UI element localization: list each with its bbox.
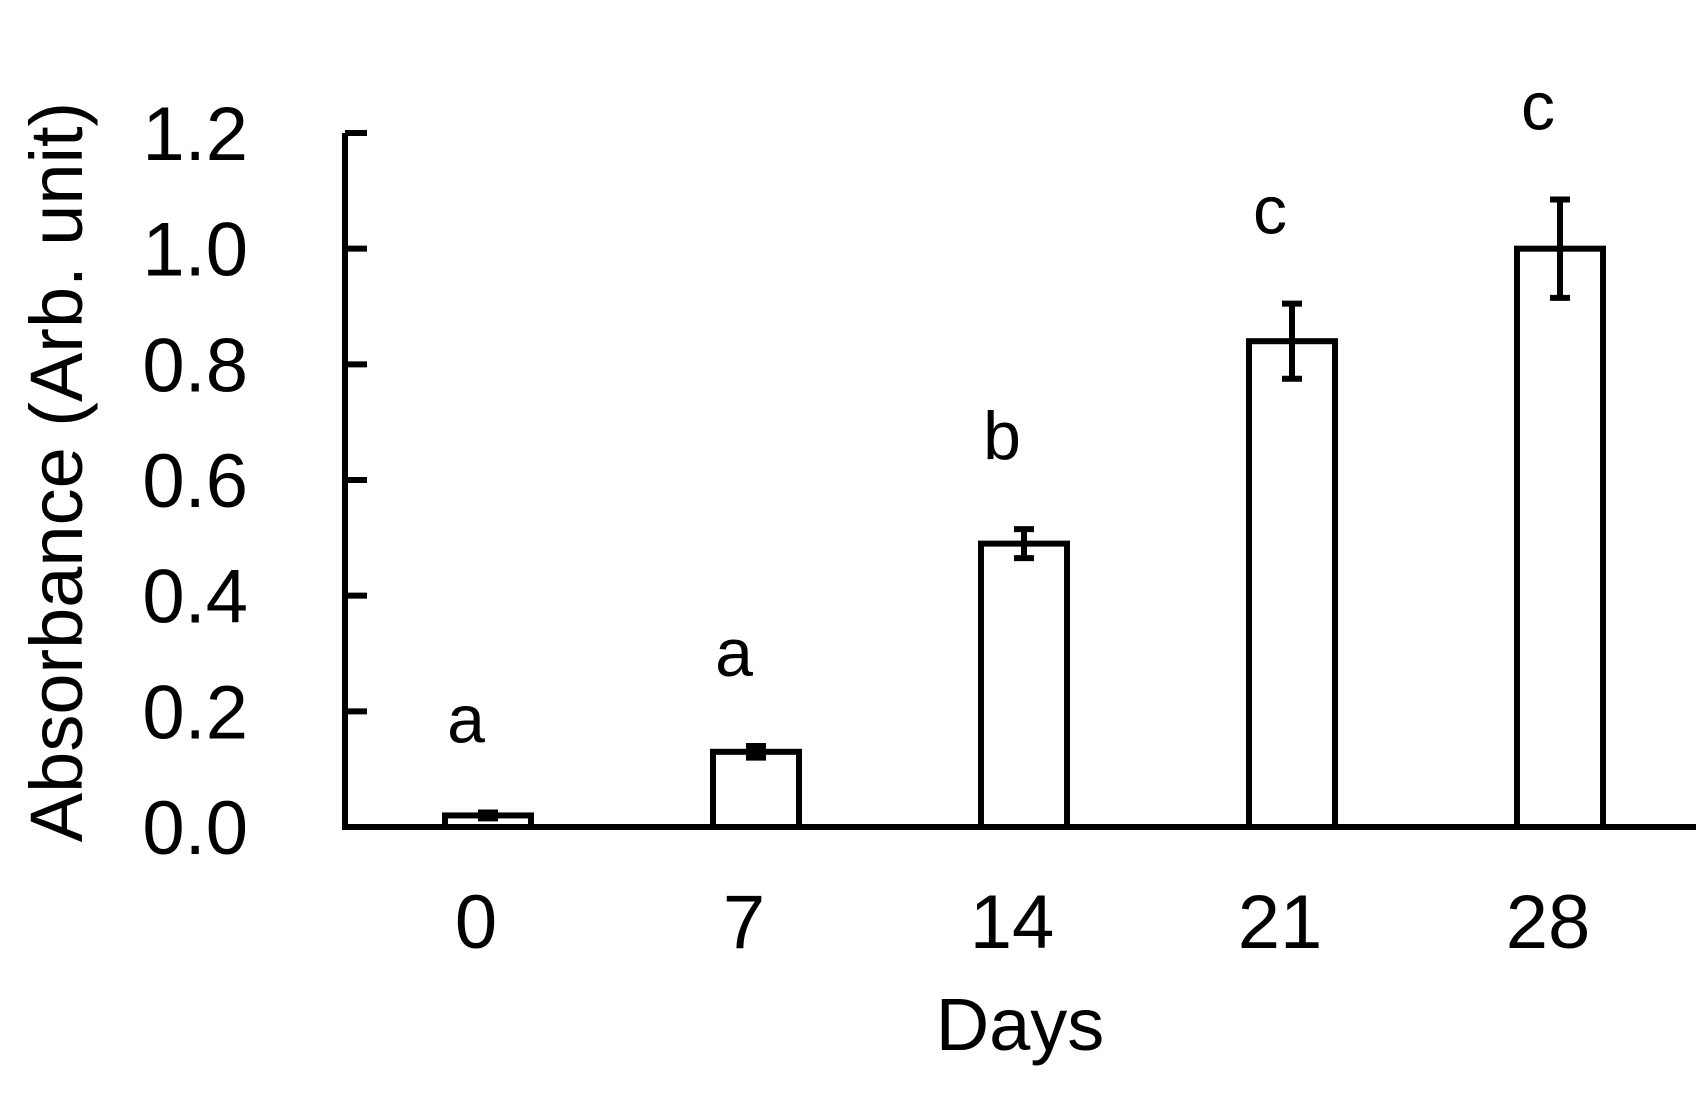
y-tick-label-4: 0.8 bbox=[142, 323, 248, 408]
x-tick-label-21: 21 bbox=[1238, 880, 1323, 965]
x-tick-label-28: 28 bbox=[1506, 880, 1591, 965]
y-axis-title: Absorbance (Arb. unit) bbox=[15, 102, 98, 842]
significance-label-14: b bbox=[983, 398, 1021, 474]
y-tick-label-1: 0.2 bbox=[142, 670, 248, 755]
significance-label-7: a bbox=[715, 615, 753, 691]
significance-label-28: c bbox=[1521, 69, 1555, 145]
significance-label-21: c bbox=[1253, 173, 1287, 249]
bar-28 bbox=[1514, 245, 1606, 830]
error-bars bbox=[478, 196, 1570, 822]
error-bar-7 bbox=[746, 743, 766, 761]
x-axis-tick-labels: 0 7 14 21 28 bbox=[455, 880, 1590, 965]
significance-labels: a a b c c bbox=[447, 69, 1555, 758]
error-bar-14 bbox=[1014, 526, 1034, 562]
y-tick-label-5: 1.0 bbox=[142, 208, 248, 293]
x-tick-label-0: 0 bbox=[455, 880, 497, 965]
significance-label-0: a bbox=[447, 682, 485, 758]
y-axis-ticks: 0.0 0.2 0.4 0.6 0.8 1.0 1.2 bbox=[142, 92, 367, 871]
bar-14 bbox=[978, 540, 1070, 830]
x-tick-label-7: 7 bbox=[723, 880, 765, 965]
y-tick-label-2: 0.4 bbox=[142, 555, 248, 640]
x-tick-label-14: 14 bbox=[970, 880, 1055, 965]
bar-21 bbox=[1246, 338, 1338, 830]
y-tick-label-6: 1.2 bbox=[142, 92, 248, 177]
error-bar-28 bbox=[1550, 196, 1570, 301]
bar-7 bbox=[710, 748, 802, 830]
y-tick-label-0: 0.0 bbox=[142, 786, 248, 871]
x-axis-title: Days bbox=[936, 983, 1105, 1066]
error-bar-21 bbox=[1282, 300, 1302, 382]
error-bar-0 bbox=[478, 809, 498, 822]
y-tick-label-3: 0.6 bbox=[142, 439, 248, 524]
